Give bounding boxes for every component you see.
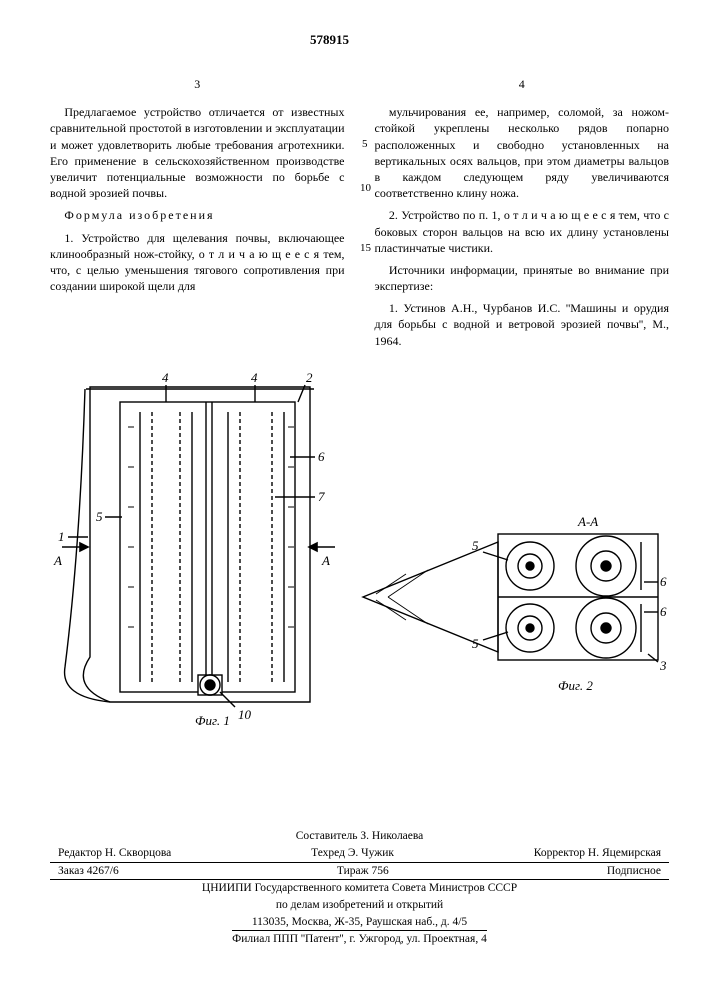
subscription: Подписное xyxy=(607,863,661,880)
claim-1: 1. Устройство для щелевания почвы, включ… xyxy=(50,230,345,295)
left-p1: Предлагаемое устройство отличается от из… xyxy=(50,104,345,201)
composer: Составитель З. Николаева xyxy=(50,828,669,845)
fig1-label-10: 10 xyxy=(238,707,252,722)
fig1-label-5: 5 xyxy=(96,509,103,524)
figure-1: 4 4 2 5 1 6 7 10 A A Фиг. 1 xyxy=(50,367,340,727)
org-line1: ЦНИИПИ Государственного комитета Совета … xyxy=(50,880,669,897)
source-1: 1. Устинов А.Н., Чурбанов И.С. ''Машины … xyxy=(375,300,670,349)
fig1-label-2: 2 xyxy=(306,370,313,385)
fig1-section-A-right: A xyxy=(321,553,330,568)
page-num-left: 3 xyxy=(50,76,345,92)
fig2-caption: Фиг. 2 xyxy=(558,678,593,693)
address: 113035, Москва, Ж-35, Раушская наб., д. … xyxy=(232,914,487,932)
fig2-section-title: A-A xyxy=(577,514,598,529)
sources-heading: Источники информации, принятые во вниман… xyxy=(375,262,670,294)
fig2-label-6b: 6 xyxy=(660,604,667,619)
fig2-label-5a: 5 xyxy=(472,538,479,553)
line-marker-15: 15 xyxy=(360,242,371,254)
claim-2: 2. Устройство по п. 1, о т л и ч а ю щ е… xyxy=(375,207,670,256)
line-marker-10: 10 xyxy=(360,182,371,194)
figures-row: 4 4 2 5 1 6 7 10 A A Фиг. 1 xyxy=(50,367,669,727)
right-column: 4 мульчирования ее, например, соломой, з… xyxy=(375,76,670,355)
formula-heading: Формула изобретения xyxy=(50,207,345,223)
text-columns: 3 Предлагаемое устройство отличается от … xyxy=(50,76,669,355)
fig2-label-3: 3 xyxy=(659,658,667,673)
fig1-label-7: 7 xyxy=(318,489,325,504)
page: 578915 5 10 15 3 Предлагаемое устройство… xyxy=(0,0,707,1000)
editor: Редактор Н. Скворцова xyxy=(58,845,171,862)
branch: Филиал ППП ''Патент'', г. Ужгород, ул. П… xyxy=(50,931,669,948)
tirazh: Тираж 756 xyxy=(337,863,389,880)
figure-2: A-A 5 5 6 6 3 Фиг. 2 xyxy=(358,512,668,702)
fig1-caption: Фиг. 1 xyxy=(195,713,230,727)
colophon: Составитель З. Николаева Редактор Н. Скв… xyxy=(50,828,669,948)
credits-row: Редактор Н. Скворцова Техред Э. Чужик Ко… xyxy=(50,845,669,863)
print-row: Заказ 4267/6 Тираж 756 Подписное xyxy=(50,863,669,881)
fig1-label-6: 6 xyxy=(318,449,325,464)
right-p1: мульчирования ее, например, соломой, за … xyxy=(375,104,670,201)
fig2-label-6a: 6 xyxy=(660,574,667,589)
fig2-label-5b: 5 xyxy=(472,636,479,651)
fig1-section-A-left: A xyxy=(53,553,62,568)
page-num-right: 4 xyxy=(375,76,670,92)
fig1-label-4a: 4 xyxy=(162,370,169,385)
line-marker-5: 5 xyxy=(362,138,368,150)
order-num: Заказ 4267/6 xyxy=(58,863,119,880)
techred: Техред Э. Чужик xyxy=(311,845,394,862)
fig1-label-1: 1 xyxy=(58,529,65,544)
org-line2: по делам изобретений и открытий xyxy=(50,897,669,914)
fig1-label-4b: 4 xyxy=(251,370,258,385)
left-column: 3 Предлагаемое устройство отличается от … xyxy=(50,76,345,355)
corrector: Корректор Н. Яцемирская xyxy=(534,845,661,862)
patent-number: 578915 xyxy=(310,32,349,48)
